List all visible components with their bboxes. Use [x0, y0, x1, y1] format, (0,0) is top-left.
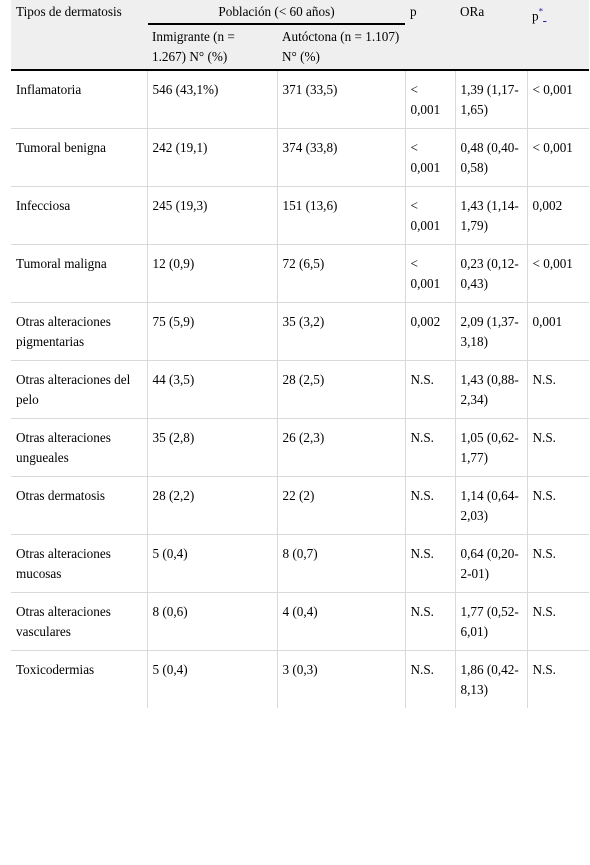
cell-autoctona: 72 (6,5) — [277, 244, 406, 303]
table-row: Otras dermatosis 28 (2,2) 22 (2) N.S. 1,14 (… — [11, 476, 589, 535]
cell-p: N.S. — [405, 360, 456, 419]
cell-p: N.S. — [405, 418, 456, 477]
cell-p-adjusted: N.S. — [527, 534, 589, 593]
cell-autoctona: 3 (0,3) — [277, 650, 406, 708]
cell-p: N.S. — [405, 592, 456, 651]
header-inmigrante: Inmigrante (n = 1.267) N° (%) — [147, 25, 277, 70]
header-autoctona: Autóctona (n = 1.107) N° (%) — [277, 25, 405, 70]
cell-inmigrante: 12 (0,9) — [147, 244, 278, 303]
cell-p-adjusted: N.S. — [527, 650, 589, 708]
cell-tipo: Tumoral maligna — [11, 244, 148, 303]
table-row: Otras alteraciones mucosas 5 (0,4) 8 (0,7)… — [11, 534, 589, 593]
table-row: Otras alteraciones vasculares 8 (0,6) 4 (0… — [11, 592, 589, 651]
cell-tipo: Otras alteraciones vasculares — [11, 592, 148, 651]
cell-autoctona: 8 (0,7) — [277, 534, 406, 593]
cell-p-adjusted: N.S. — [527, 476, 589, 535]
dermatosis-table: Tipos de dermatosis Población (< 60 años… — [11, 0, 589, 708]
cell-autoctona: 151 (13,6) — [277, 186, 406, 245]
cell-p-adjusted: < 0,001 — [532, 82, 573, 97]
cell-p-adjusted: < 0,001 — [527, 244, 589, 303]
cell-inmigrante: 5 (0,4) — [147, 534, 278, 593]
cell-ora: 1,86 (0,42-8,13) — [455, 650, 528, 708]
cell-p: N.S. — [405, 650, 456, 708]
cell-autoctona: 35 (3,2) — [277, 302, 406, 361]
table-body: Inflamatoria 546 (43,1%) 371 (33,5) < 0,001… — [11, 70, 589, 708]
cell-p: < 0,001 — [405, 128, 456, 187]
cell-tipo: Otras alteraciones mucosas — [11, 534, 148, 593]
cell-tipo: Otras alteraciones ungueales — [11, 418, 148, 477]
cell-tipo: Inflamatoria — [11, 70, 148, 129]
cell-autoctona: 4 (0,4) — [277, 592, 406, 651]
cell-tipo: Otras alteraciones del pelo — [11, 360, 148, 419]
table-header: Tipos de dermatosis Población (< 60 años… — [11, 0, 589, 70]
cell-tipo: Otras dermatosis — [11, 476, 148, 535]
table-row: Inflamatoria 546 (43,1%) 371 (33,5) < 0,001… — [11, 70, 589, 129]
cell-inmigrante: 245 (19,3) — [147, 186, 278, 245]
header-p2-label: p — [532, 8, 539, 24]
table-row: Infecciosa 245 (19,3) 151 (13,6) < 0,001 1,4… — [11, 186, 589, 245]
cell-inmigrante: 242 (19,1) — [147, 128, 278, 187]
cell-ora: 1,43 (0,88-2,34) — [455, 360, 528, 419]
table-row: Tumoral maligna 12 (0,9) 72 (6,5) < 0,001 0,… — [11, 244, 589, 303]
cell-ora: 1,39 (1,17-1,65) — [455, 70, 528, 129]
cell-inmigrante: 75 (5,9) — [147, 302, 278, 361]
cell-autoctona: 371 (33,5) — [277, 70, 406, 129]
cell-inmigrante: 35 (2,8) — [147, 418, 278, 477]
cell-p: N.S. — [405, 534, 456, 593]
cell-inmigrante: 5 (0,4) — [147, 650, 278, 708]
cell-p-adjusted: 0,002 — [527, 186, 589, 245]
cell-p-adjusted: N.S. — [527, 592, 589, 651]
cell-p-adjusted: 0,001 — [527, 302, 589, 361]
header-poblacion-label: Población (< 60 años) — [148, 2, 405, 25]
header-poblacion: Población (< 60 años) — [147, 0, 405, 25]
cell-ora: 1,14 (0,64-2,03) — [455, 476, 528, 535]
cell-ora: 0,48 (0,40-0,58) — [455, 128, 528, 187]
cell-ora: 0,23 (0,12-0,43) — [455, 244, 528, 303]
cell-p: < 0,001 — [405, 244, 456, 303]
cell-tipo: Otras alteraciones pigmentarias — [11, 302, 148, 361]
cell-autoctona: 26 (2,3) — [277, 418, 406, 477]
cell-ora: 1,43 (1,14-1,79) — [455, 186, 528, 245]
header-tipos: Tipos de dermatosis — [11, 0, 147, 70]
table-row: Otras alteraciones ungueales 35 (2,8) 26 (… — [11, 418, 589, 477]
cell-inmigrante: 8 (0,6) — [147, 592, 278, 651]
cell-p-adjusted: N.S. — [527, 418, 589, 477]
cell-tipo: Toxicodermias — [11, 650, 148, 708]
cell-ora: 0,64 (0,20-2-01) — [455, 534, 528, 593]
cell-ora: 2,09 (1,37-3,18) — [455, 302, 528, 361]
cell-inmigrante: 546 (43,1%) — [147, 70, 278, 129]
cell-p: < 0,001 — [405, 186, 456, 245]
cell-ora: 1,05 (0,62-1,77) — [455, 418, 528, 477]
cell-inmigrante: 44 (3,5) — [147, 360, 278, 419]
cell-autoctona: 22 (2) — [277, 476, 406, 535]
header-p-adjusted: p*​ — [527, 0, 589, 70]
cell-p: N.S. — [405, 476, 456, 535]
table-row: Tumoral benigna 242 (19,1) 374 (33,8) < 0,0… — [11, 128, 589, 187]
cell-p-adjusted: < 0,001 — [527, 128, 589, 187]
table-row: Toxicodermias 5 (0,4) 3 (0,3) N.S. 1,86 (0,4… — [11, 650, 589, 708]
cell-p: < 0,001 — [405, 70, 456, 129]
header-ora: ORa — [455, 0, 527, 70]
cell-inmigrante: 28 (2,2) — [147, 476, 278, 535]
cell-autoctona: 28 (2,5) — [277, 360, 406, 419]
cell-p: 0,002 — [405, 302, 456, 361]
cell-tipo: Tumoral benigna — [11, 128, 148, 187]
header-p: p — [405, 0, 455, 70]
cell-autoctona: 374 (33,8) — [277, 128, 406, 187]
cell-p-adjusted: N.S. — [527, 360, 589, 419]
table-row: Otras alteraciones pigmentarias 75 (5,9) 3… — [11, 302, 589, 361]
table-row: Otras alteraciones del pelo 44 (3,5) 28 (2… — [11, 360, 589, 419]
footnote-link[interactable]: *​ — [538, 7, 547, 24]
cell-tipo: Infecciosa — [11, 186, 148, 245]
cell-ora: 1,77 (0,52-6,01) — [455, 592, 528, 651]
